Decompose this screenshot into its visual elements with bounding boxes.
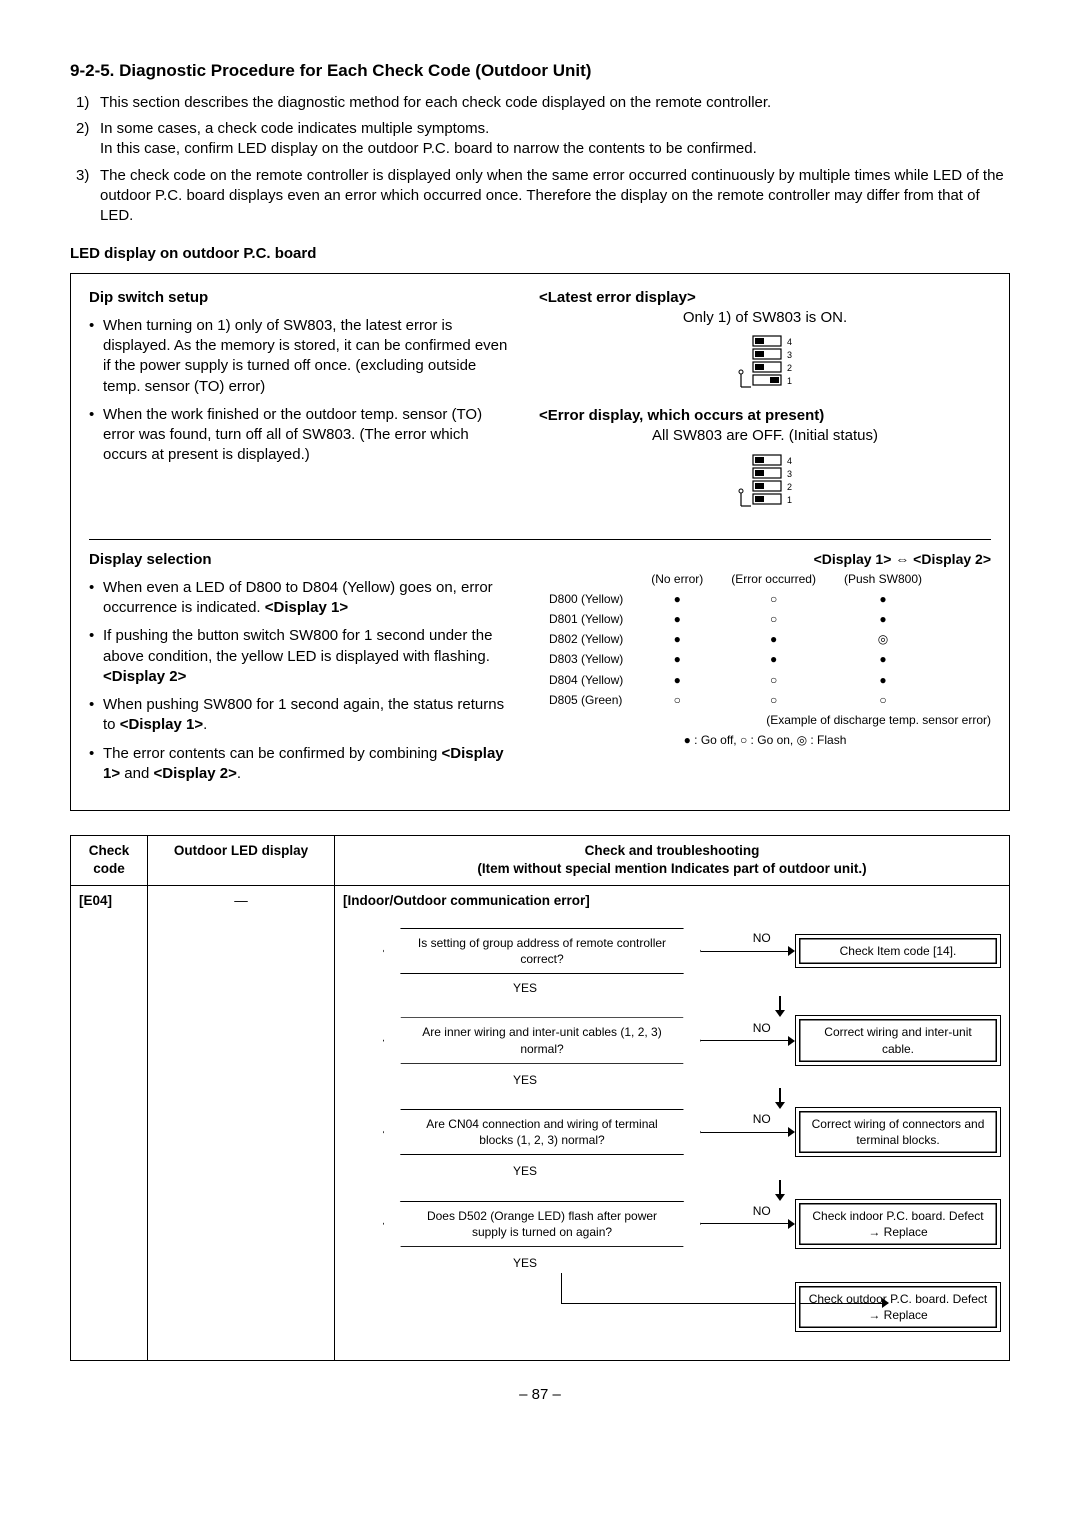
th-led-display: Outdoor LED display <box>148 836 335 885</box>
num-marker: 3) <box>76 166 100 227</box>
svg-text:2: 2 <box>787 482 792 492</box>
svg-text:3: 3 <box>787 469 792 479</box>
troubleshooting-table: Check code Outdoor LED display Check and… <box>70 835 1010 1361</box>
bullet: • <box>89 405 103 466</box>
decision-1: Is setting of group address of remote co… <box>383 928 701 974</box>
disp-bullet-1: When even a LED of D800 to D804 (Yellow)… <box>103 578 509 619</box>
yes-label: YES <box>513 980 537 996</box>
troubleshooting-cell: [Indoor/Outdoor communication error] Is … <box>335 885 1010 1361</box>
flowchart: Is setting of group address of remote co… <box>343 918 1001 1355</box>
num-marker: 2) <box>76 119 100 160</box>
dip-bullet-1: When turning on 1) only of SW803, the la… <box>103 316 509 397</box>
bullet: • <box>89 695 103 736</box>
dip-diagram-off: 4 3 2 1 <box>539 453 991 511</box>
page-number: – 87 – <box>70 1385 1010 1405</box>
present-error-sub: All SW803 are OFF. (Initial status) <box>539 426 991 446</box>
action-4: Check indoor P.C. board. Defect → Replac… <box>795 1199 1001 1249</box>
divider <box>89 539 991 540</box>
num-marker: 1) <box>76 93 100 113</box>
disp-bullet-2: If pushing the button switch SW800 for 1… <box>103 626 509 687</box>
intro-text-3: The check code on the remote controller … <box>100 166 1010 227</box>
svg-text:4: 4 <box>787 337 792 347</box>
decision-4: Does D502 (Orange LED) flash after power… <box>383 1201 701 1247</box>
svg-text:1: 1 <box>787 495 792 505</box>
action-3: Correct wiring of connectors and termina… <box>795 1107 1001 1157</box>
th-check-code: Check code <box>71 836 148 885</box>
svg-text:2: 2 <box>787 363 792 373</box>
latest-error-sub: Only 1) of SW803 is ON. <box>539 308 991 328</box>
dip-switch-title: Dip switch setup <box>89 288 509 308</box>
svg-text:3: 3 <box>787 350 792 360</box>
display-selection-title: Display selection <box>89 550 509 570</box>
bullet: • <box>89 626 103 687</box>
example-caption: (Example of discharge temp. sensor error… <box>539 712 991 728</box>
yes-label: YES <box>513 1163 537 1179</box>
decision-2: Are inner wiring and inter-unit cables (… <box>383 1017 701 1063</box>
svg-text:1: 1 <box>787 376 792 386</box>
disp-bullet-3: When pushing SW800 for 1 second again, t… <box>103 695 509 736</box>
svg-text:4: 4 <box>787 456 792 466</box>
led-title: LED display on outdoor P.C. board <box>70 244 1010 264</box>
decision-3: Are CN04 connection and wiring of termin… <box>383 1109 701 1155</box>
no-label: NO <box>753 1020 771 1036</box>
section-heading: 9-2-5. Diagnostic Procedure for Each Che… <box>70 60 1010 83</box>
bullet: • <box>89 744 103 785</box>
bullet: • <box>89 316 103 397</box>
led-status-table: (No error)(Error occurred)(Push SW800) D… <box>549 569 936 710</box>
intro-list: 1)This section describes the diagnostic … <box>76 93 1010 227</box>
info-box: Dip switch setup •When turning on 1) onl… <box>70 273 1010 812</box>
action-5: Check outdoor P.C. board. Defect → Repla… <box>795 1282 1001 1332</box>
led-display-cell: — <box>148 885 335 1361</box>
dip-bullet-2: When the work finished or the outdoor te… <box>103 405 509 466</box>
display-heads: <Display 1> ⇔ <Display 2> <box>539 550 991 569</box>
no-label: NO <box>753 930 771 946</box>
action-2: Correct wiring and inter-unit cable. <box>795 1015 1001 1065</box>
bullet: • <box>89 578 103 619</box>
legend: ● : Go off, ○ : Go on, ◎ : Flash <box>539 732 991 748</box>
check-code-cell: [E04] <box>71 885 148 1361</box>
intro-text-1: This section describes the diagnostic me… <box>100 93 771 113</box>
yes-label: YES <box>513 1255 537 1271</box>
th-troubleshooting: Check and troubleshooting(Item without s… <box>335 836 1010 885</box>
yes-label: YES <box>513 1072 537 1088</box>
error-title: [Indoor/Outdoor communication error] <box>343 892 1001 910</box>
dip-diagram-on: 4 3 2 1 <box>539 334 991 392</box>
present-error-title: <Error display, which occurs at present) <box>539 406 991 426</box>
latest-error-title: <Latest error display> <box>539 288 991 308</box>
action-1: Check Item code [14]. <box>795 934 1001 968</box>
intro-text-2: In some cases, a check code indicates mu… <box>100 119 757 160</box>
disp-bullet-4: The error contents can be confirmed by c… <box>103 744 509 785</box>
no-label: NO <box>753 1111 771 1127</box>
no-label: NO <box>753 1203 771 1219</box>
